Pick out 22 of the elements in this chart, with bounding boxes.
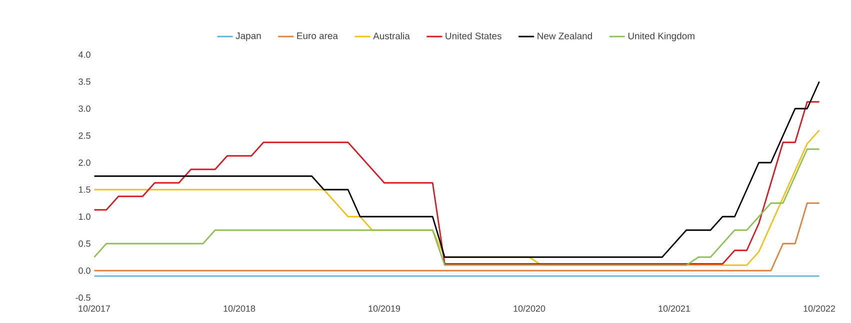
legend-label: Japan — [236, 32, 261, 42]
y-tick-label: 2.5 — [78, 132, 90, 139]
y-tick-label: 4.0 — [78, 51, 90, 58]
y-tick-label: 1.0 — [78, 213, 90, 220]
x-tick-label: 10/2017 — [78, 305, 110, 312]
x-tick-label: 10/2021 — [658, 305, 690, 312]
y-tick-label: 3.0 — [78, 105, 90, 112]
x-tick-label: 10/2018 — [224, 305, 256, 312]
legend-label: Australia — [373, 32, 410, 40]
x-tick-label: 10/2019 — [368, 305, 400, 312]
legend-label: United States — [446, 32, 502, 40]
x-tick-label: 10/2022 — [804, 305, 836, 312]
y-tick-label: 2.0 — [78, 159, 90, 166]
legend-label: Euro area — [297, 32, 338, 40]
legend-label: United Kingdom — [628, 32, 694, 42]
y-tick-label: -0.5 — [76, 294, 90, 301]
x-tick-label: 10/2020 — [514, 305, 546, 312]
y-tick-label: 3.5 — [78, 78, 90, 85]
y-tick-label: 1.5 — [78, 186, 90, 193]
legend-label: New Zealand — [538, 32, 592, 40]
y-tick-label: 0.0 — [78, 267, 90, 274]
y-tick-label: 0.5 — [78, 240, 90, 247]
